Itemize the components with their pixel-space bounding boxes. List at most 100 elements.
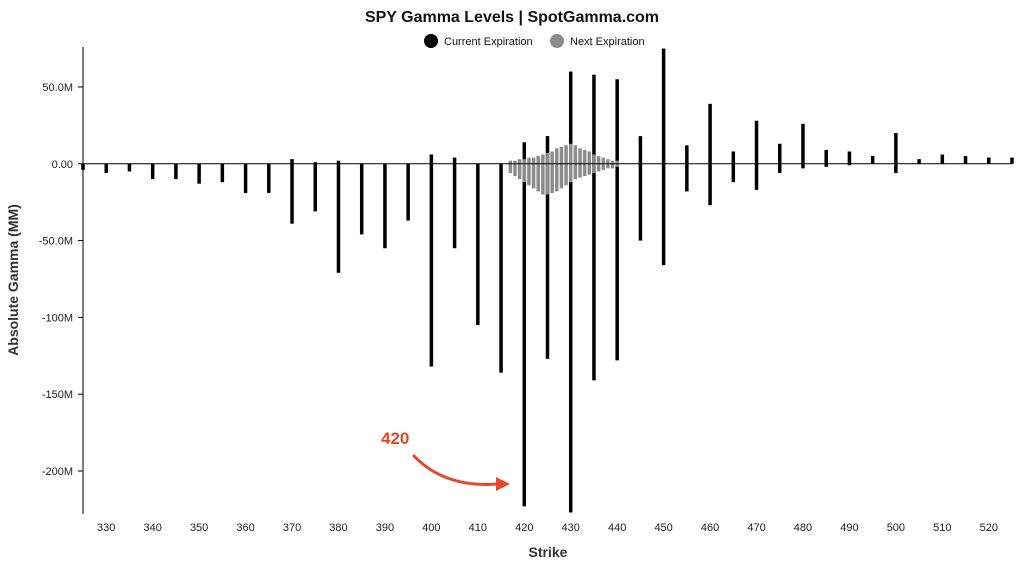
next-bar-425-pos [545,152,550,164]
x-tick-label: 390 [376,522,394,534]
current-bar-435-pos [592,74,596,164]
current-bar-500-pos [894,133,898,164]
next-bar-422-pos [531,157,536,164]
current-bar-495-pos [870,156,875,164]
next-bar-417-neg [508,163,513,173]
next-bar-428-neg [559,163,564,189]
current-bar-445-pos [638,136,643,164]
current-bar-425-neg [545,163,550,359]
current-bar-445-neg [638,163,643,241]
current-bar-375-pos [313,162,317,164]
x-tick-label: 520 [980,522,998,534]
current-bar-405-neg [452,163,457,249]
next-bar-421-pos [527,157,531,164]
next-bar-439-neg [610,163,615,169]
next-bar-426-neg [550,163,554,193]
current-bar-480-neg [801,163,805,169]
next-bar-431-neg [573,163,578,180]
x-tick-label: 330 [97,522,115,534]
y-tick-label: -150M [42,389,73,401]
legend-next-label[interactable]: Next Expiration [570,36,645,48]
next-bar-431-pos [573,145,578,164]
current-bar-505-pos [917,159,921,164]
y-tick-label: -100M [42,312,73,324]
current-bar-465-neg [731,163,736,183]
current-bar-380-pos [336,160,341,164]
current-bar-475-neg [778,163,782,173]
next-bar-428-pos [559,146,564,164]
x-tick-label: 380 [329,522,347,534]
current-bar-435-neg [592,163,596,381]
current-bar-400-pos [429,154,434,164]
current-expiration-bars [81,48,1014,513]
x-tick-label: 470 [747,522,765,534]
legend-next-swatch[interactable] [550,34,564,48]
next-bar-433-pos [582,149,587,164]
annotation-label: 420 [381,429,409,448]
next-bar-417-pos [508,160,513,164]
next-bar-440-pos [615,160,619,164]
current-bar-395-neg [406,163,410,221]
current-bar-350-neg [197,163,201,184]
current-bar-345-neg [174,163,178,180]
current-bar-485-pos [824,149,828,164]
next-bar-427-neg [555,163,559,192]
next-bar-430-pos [568,143,573,164]
next-bar-438-neg [606,163,610,169]
next-bar-432-pos [578,148,582,164]
annotation-420: 420 [381,429,510,491]
x-axis-ticks: 330 340 350 360 370 380 390 400 410 420 430 440 450 4… [97,522,998,534]
current-bar-525-pos [1010,157,1014,164]
current-bar-510-pos [940,154,945,164]
next-bar-437-neg [601,163,605,170]
current-bar-380-neg [336,163,341,273]
current-bar-440-neg [615,163,619,361]
next-bar-420-neg [522,163,527,183]
y-tick-label: -200M [42,466,73,478]
next-bar-424-neg [541,163,545,195]
next-bar-424-pos [541,154,545,164]
y-tick-label: 50.0M [42,82,73,94]
x-tick-label: 500 [887,522,905,534]
next-bar-436-neg [596,163,601,172]
x-tick-label: 430 [562,522,580,534]
current-bar-515-pos [963,156,968,164]
current-bar-340-neg [150,163,155,180]
current-bar-415-neg [499,163,503,373]
annotation-arrow [412,454,499,486]
x-tick-label: 420 [515,522,533,534]
x-tick-label: 440 [608,522,626,534]
current-bar-385-neg [359,163,364,235]
next-bar-422-neg [531,163,536,189]
y-axis-label: Absolute Gamma (MM) [5,204,21,356]
legend-current-swatch[interactable] [424,34,438,48]
current-bar-480-pos [801,123,805,164]
current-bar-330-neg [104,163,108,173]
current-bar-360-neg [243,163,248,193]
current-bar-430-pos [568,71,573,164]
current-bar-425-pos [545,136,550,164]
current-bar-455-pos [685,145,689,164]
x-tick-label: 370 [283,522,301,534]
x-tick-label: 450 [654,522,672,534]
next-bar-439-pos [610,160,615,164]
x-tick-label: 410 [469,522,487,534]
next-bar-436-pos [596,156,601,164]
next-bar-438-pos [606,159,610,164]
current-bar-455-neg [685,163,689,192]
y-tick-label: 0.00 [52,159,73,171]
next-bar-433-neg [582,163,587,177]
legend-current-label[interactable]: Current Expiration [444,36,533,48]
current-bar-460-neg [708,163,712,206]
chart-title: SPY Gamma Levels | SpotGamma.com [365,9,659,26]
next-bar-434-neg [587,163,592,175]
annotation-arrowhead [496,477,510,491]
x-tick-label: 480 [794,522,812,534]
next-bar-419-pos [517,159,522,164]
next-bar-427-pos [555,148,559,164]
next-bar-429-pos [564,145,568,164]
current-bar-430-neg [568,163,573,513]
current-bar-450-pos [661,48,666,164]
x-tick-label: 360 [236,522,254,534]
